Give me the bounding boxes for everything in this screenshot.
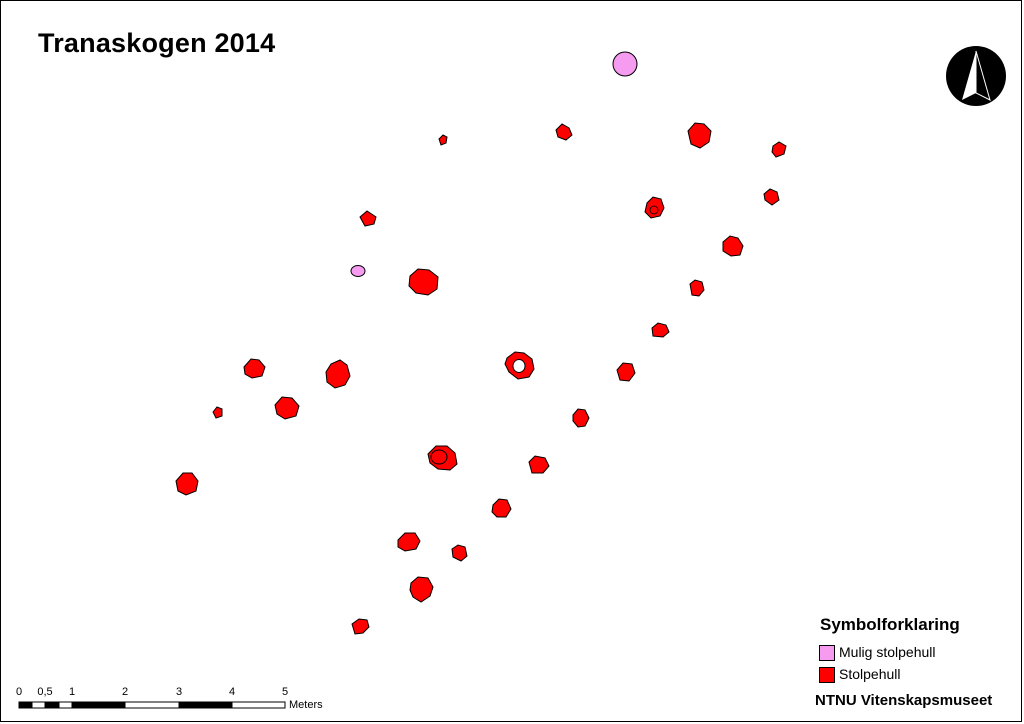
- stolpehull-inner-hole: [512, 359, 526, 373]
- scale-tick-label: 0,5: [37, 686, 52, 698]
- legend: Symbolforklaring Mulig stolpehull Stolpe…: [815, 612, 1015, 712]
- stolpehull: [359, 210, 377, 227]
- scale-tick-label: 4: [229, 686, 235, 698]
- stolpehull-inner-outline: [649, 205, 659, 215]
- stolpehull: [243, 358, 266, 379]
- north-arrow-icon: [946, 46, 1006, 106]
- stolpehull: [528, 455, 550, 474]
- stolpehull: [651, 322, 670, 338]
- stolpehull-layer: [175, 122, 787, 635]
- credit-text: NTNU Vitenskapsmuseet: [815, 692, 993, 709]
- stolpehull: [325, 359, 351, 389]
- legend-swatch-stolpehull: [819, 667, 835, 683]
- stolpehull: [616, 362, 636, 382]
- stolpehull: [644, 196, 665, 219]
- stolpehull: [491, 498, 512, 518]
- scale-tick-label: 0: [16, 686, 22, 698]
- scale-unit-label: Meters: [289, 699, 323, 711]
- stolpehull: [771, 141, 787, 158]
- stolpehull: [689, 279, 705, 297]
- stolpehull: [572, 408, 590, 428]
- stolpehull: [408, 268, 439, 296]
- scale-tick-label: 1: [69, 686, 75, 698]
- scale-bar: 0 0,5 1 2 3 4 5 Meters: [16, 686, 323, 711]
- stolpehull: [274, 396, 300, 420]
- stolpehull: [212, 406, 223, 419]
- stolpehull: [397, 532, 421, 552]
- mulig-stolpehull-layer: [350, 51, 638, 277]
- scale-tick-label: 3: [176, 686, 182, 698]
- stolpehull: [175, 472, 199, 496]
- mulig-stolpehull: [350, 265, 366, 277]
- stolpehull: [409, 576, 434, 603]
- stolpehull: [687, 122, 712, 149]
- stolpehull: [438, 134, 448, 146]
- scale-tick-label: 2: [122, 686, 128, 698]
- stolpehull: [451, 544, 468, 562]
- stolpehull: [722, 235, 744, 257]
- legend-title: Symbolforklaring: [820, 615, 960, 634]
- map-title: Tranaskogen 2014: [38, 28, 276, 58]
- stolpehull: [351, 618, 370, 635]
- legend-label: Stolpehull: [839, 666, 901, 682]
- feature-details: [430, 205, 659, 465]
- mulig-stolpehull: [612, 51, 638, 77]
- stolpehull: [427, 445, 458, 471]
- scale-tick-label: 5: [282, 686, 288, 698]
- stolpehull: [555, 123, 573, 141]
- legend-swatch-mulig-stolpehull: [819, 645, 835, 661]
- legend-label: Mulig stolpehull: [839, 644, 936, 660]
- stolpehull-inner-outline: [430, 449, 448, 465]
- stolpehull: [763, 188, 780, 206]
